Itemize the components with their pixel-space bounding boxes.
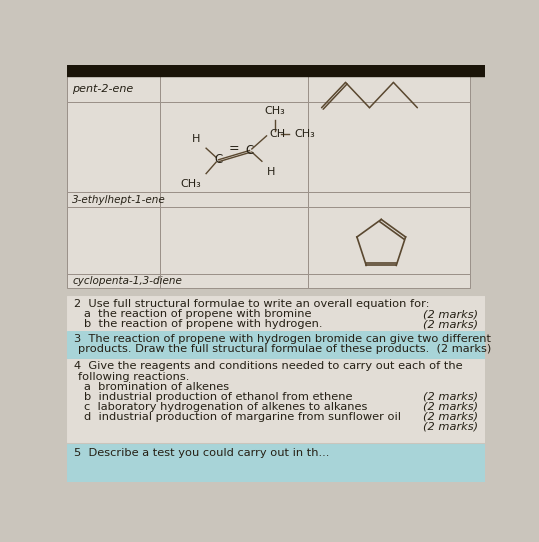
Text: 5  Describe a test you could carry out in th...: 5 Describe a test you could carry out in…: [74, 448, 329, 458]
Bar: [308, 76, 471, 102]
Bar: [308, 208, 471, 274]
Text: pent-2-ene: pent-2-ene: [72, 84, 133, 94]
Text: (2 marks): (2 marks): [423, 411, 478, 422]
Text: d  industrial production of margarine from sunflower oil: d industrial production of margarine fro…: [85, 411, 402, 422]
Bar: [308, 102, 471, 192]
Bar: [308, 274, 471, 288]
Text: b  the reaction of propene with hydrogen.: b the reaction of propene with hydrogen.: [85, 319, 323, 329]
Text: (2 marks): (2 marks): [423, 422, 478, 431]
Bar: [67, 444, 485, 482]
Text: H: H: [192, 133, 201, 144]
Bar: [67, 102, 161, 192]
Text: 2  Use full structural formulae to write an overall equation for:: 2 Use full structural formulae to write …: [74, 299, 429, 309]
Text: 4  Give the reagents and conditions needed to carry out each of the: 4 Give the reagents and conditions neede…: [74, 362, 462, 371]
Text: C: C: [245, 144, 254, 157]
Text: CH₃: CH₃: [265, 106, 286, 116]
Text: C: C: [215, 153, 223, 166]
Text: H: H: [267, 167, 275, 177]
Text: CH₃: CH₃: [294, 128, 315, 139]
Text: a  bromination of alkenes: a bromination of alkenes: [85, 382, 230, 391]
Text: =: =: [229, 143, 239, 156]
Text: 3-ethylhept-1-ene: 3-ethylhept-1-ene: [72, 195, 166, 205]
Text: (2 marks): (2 marks): [423, 309, 478, 319]
Bar: [67, 274, 161, 288]
Text: (2 marks): (2 marks): [423, 402, 478, 411]
Bar: [67, 296, 485, 346]
Text: following reactions.: following reactions.: [78, 371, 190, 382]
Text: (2 marks): (2 marks): [423, 319, 478, 329]
Text: b  industrial production of ethanol from ethene: b industrial production of ethanol from …: [85, 391, 353, 402]
Bar: [161, 208, 308, 274]
Bar: [67, 192, 161, 208]
Text: (2 marks): (2 marks): [423, 391, 478, 402]
Bar: [161, 76, 308, 102]
Bar: [67, 359, 485, 442]
Text: a  the reaction of propene with bromine: a the reaction of propene with bromine: [85, 309, 312, 319]
Bar: [67, 332, 485, 358]
Bar: [67, 208, 161, 274]
Bar: [161, 102, 308, 192]
Bar: [67, 65, 485, 76]
Text: CH₃: CH₃: [180, 179, 201, 189]
Bar: [161, 192, 308, 208]
Bar: [161, 274, 308, 288]
Text: 3  The reaction of propene with hydrogen bromide can give two different: 3 The reaction of propene with hydrogen …: [74, 334, 490, 344]
Text: c  laboratory hydrogenation of alkenes to alkanes: c laboratory hydrogenation of alkenes to…: [85, 402, 368, 411]
Bar: [308, 192, 471, 208]
Text: CH: CH: [270, 128, 286, 139]
Bar: [67, 76, 161, 102]
Text: cyclopenta-1,3-diene: cyclopenta-1,3-diene: [72, 276, 182, 286]
Text: products. Draw the full structural formulae of these products.  (2 marks): products. Draw the full structural formu…: [78, 344, 492, 354]
